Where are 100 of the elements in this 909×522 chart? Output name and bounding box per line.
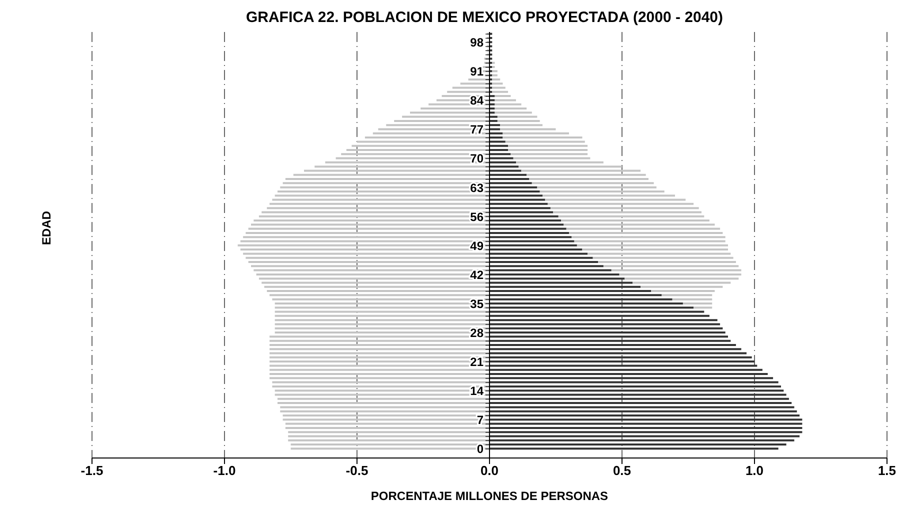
bar xyxy=(490,306,694,309)
x-axis-title: PORCENTAJE MILLONES DE PERSONAS xyxy=(370,489,608,503)
bar xyxy=(248,261,490,263)
bar xyxy=(490,390,784,392)
bar xyxy=(490,290,652,292)
bar xyxy=(490,182,532,184)
bar xyxy=(505,140,585,143)
x-tick-label: 1.5 xyxy=(878,463,896,478)
y-tick-label: 0 xyxy=(476,442,484,456)
bar xyxy=(497,116,538,118)
bar xyxy=(490,232,569,234)
bar xyxy=(490,336,728,338)
bar xyxy=(611,269,742,272)
bar xyxy=(490,157,514,160)
bar xyxy=(490,194,542,197)
bar xyxy=(490,211,554,214)
bar xyxy=(490,148,508,151)
bar xyxy=(490,144,508,147)
bar xyxy=(285,422,490,425)
bar xyxy=(492,90,508,93)
bar xyxy=(248,228,490,230)
bar xyxy=(490,186,538,188)
bar xyxy=(468,78,490,80)
bar xyxy=(274,394,490,396)
bar xyxy=(513,157,590,160)
bar xyxy=(490,198,546,201)
y-tick-label: 14 xyxy=(470,384,484,398)
bar xyxy=(288,435,490,438)
bar xyxy=(490,112,495,114)
bar xyxy=(682,302,712,304)
bar xyxy=(490,402,792,404)
x-tick-label: -0.5 xyxy=(346,463,368,478)
bar xyxy=(537,186,656,188)
bar xyxy=(492,70,498,72)
y-tick-label: 98 xyxy=(470,36,484,50)
bar xyxy=(490,190,540,192)
bar xyxy=(357,140,490,143)
x-tick-label: 0.5 xyxy=(612,463,632,478)
bar xyxy=(545,198,686,201)
bar xyxy=(304,170,490,172)
bar xyxy=(490,332,726,334)
bar xyxy=(490,256,593,259)
bar xyxy=(272,381,490,384)
bar xyxy=(490,132,503,134)
bar xyxy=(494,99,516,102)
bar xyxy=(490,431,802,434)
bar xyxy=(490,302,683,304)
bar xyxy=(243,252,490,255)
bar xyxy=(490,140,506,143)
bar xyxy=(490,394,786,396)
bar xyxy=(490,344,736,346)
bar xyxy=(240,240,490,242)
bar xyxy=(490,410,797,412)
bar xyxy=(490,120,498,122)
bar xyxy=(490,340,731,342)
bar xyxy=(574,240,726,242)
bar xyxy=(490,252,588,255)
y-tick-label: 63 xyxy=(470,180,484,195)
x-tick-label: 0.0 xyxy=(480,463,499,478)
bar xyxy=(490,269,612,272)
bar xyxy=(490,161,516,164)
bar xyxy=(490,108,495,110)
bar xyxy=(490,228,566,230)
bar xyxy=(494,103,522,106)
y-tick-label: 21 xyxy=(470,355,484,370)
bar xyxy=(272,198,490,201)
bar xyxy=(490,207,550,210)
bar xyxy=(566,228,720,230)
bar xyxy=(285,178,490,180)
y-tick-label: 42 xyxy=(470,268,484,282)
bar xyxy=(492,78,500,80)
bar xyxy=(651,290,715,292)
bar xyxy=(490,426,802,429)
bar xyxy=(490,153,511,156)
bar xyxy=(492,86,506,89)
bar xyxy=(290,444,490,446)
bar xyxy=(490,240,574,242)
bar xyxy=(529,178,648,180)
bar xyxy=(490,99,495,102)
bar xyxy=(540,190,664,192)
bar xyxy=(490,364,758,367)
bar xyxy=(490,422,802,425)
y-tick-label: 7 xyxy=(476,413,484,428)
bar xyxy=(490,294,662,296)
bar xyxy=(452,86,490,89)
bar xyxy=(270,336,490,338)
bar xyxy=(662,294,712,296)
bar xyxy=(490,360,754,363)
bar xyxy=(598,261,736,263)
bar xyxy=(490,381,778,384)
bar xyxy=(492,66,495,68)
bar xyxy=(588,252,731,255)
bar xyxy=(672,298,712,300)
bar xyxy=(494,108,527,110)
bar xyxy=(490,103,495,106)
bar xyxy=(254,220,490,222)
bar xyxy=(490,248,582,251)
bar xyxy=(270,373,490,376)
bar xyxy=(270,364,490,367)
bar xyxy=(553,211,702,214)
